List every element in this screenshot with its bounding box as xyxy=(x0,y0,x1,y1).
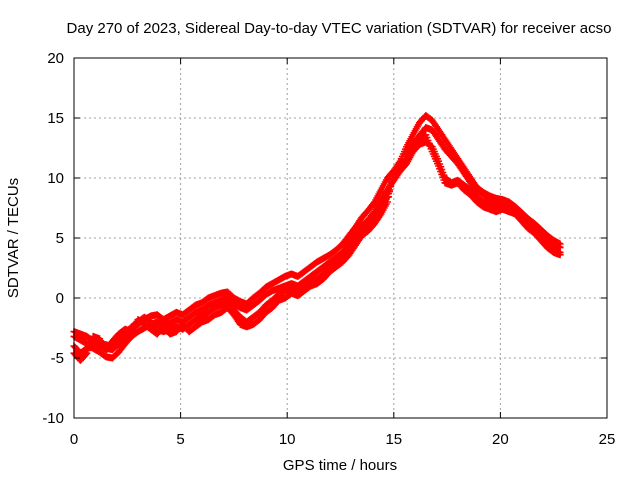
data-points xyxy=(70,112,564,364)
x-tick-label: 25 xyxy=(599,431,616,448)
y-tick-label: -5 xyxy=(51,350,64,367)
data-point xyxy=(383,198,391,206)
data-point xyxy=(387,182,395,190)
y-tick-label: 20 xyxy=(47,50,64,67)
data-point xyxy=(384,193,392,201)
x-tick-label: 20 xyxy=(492,431,509,448)
grid xyxy=(74,58,607,418)
y-tick-label: 15 xyxy=(47,110,64,127)
y-tick-label: -10 xyxy=(42,410,64,427)
data-point xyxy=(389,172,397,180)
chart-title: Day 270 of 2023, Sidereal Day-to-day VTE… xyxy=(67,20,612,37)
x-tick-label: 15 xyxy=(385,431,402,448)
data-point xyxy=(82,350,90,358)
x-tick-label: 5 xyxy=(176,431,184,448)
y-axis-ticks: -10 -5 0 5 10 15 20 xyxy=(42,50,607,427)
data-point xyxy=(556,251,564,259)
data-point xyxy=(388,177,396,185)
x-tick-label: 10 xyxy=(279,431,296,448)
y-axis-label: SDTVAR / TECUs xyxy=(5,178,22,298)
data-point xyxy=(386,188,394,196)
y-tick-label: 0 xyxy=(56,290,64,307)
data-point xyxy=(556,240,564,248)
y-tick-label: 10 xyxy=(47,170,64,187)
y-tick-label: 5 xyxy=(56,230,64,247)
x-axis-label: GPS time / hours xyxy=(283,457,397,474)
x-axis-ticks: 0 5 10 15 20 25 xyxy=(70,58,616,448)
x-tick-label: 0 xyxy=(70,431,78,448)
